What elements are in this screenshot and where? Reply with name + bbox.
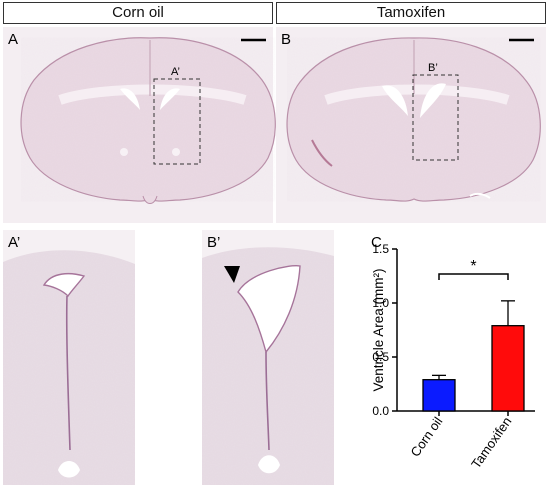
panel-a-white-matter [58,84,247,105]
panel-a-inset-box [153,78,201,165]
bar-tamoxifen [491,325,525,412]
header-tamoxifen: Tamoxifen [276,2,546,24]
significance-marker: * [470,258,476,275]
bar-corn-oil [422,379,456,412]
panel-a-prime-midline [65,295,71,451]
panel-b-prime-ventricle [237,265,301,354]
panel-a-ventral-tissue [142,195,158,204]
panel-a-prime-ventricle [42,272,86,298]
panel-a-prime-structure [58,461,80,478]
header-corn-oil: Corn oil [3,2,273,24]
panel-a-texture [21,37,276,202]
panel-b-prime-structure [258,455,280,474]
panel-b-section-fold [311,139,333,167]
panel-c-label: C [371,234,382,251]
y-axis-label: Ventricle Area (mm²) [371,268,386,391]
panel-b-ventricle-right [420,83,446,118]
panel-b-prime: B’ [202,230,334,485]
panel-b-white-matter [324,84,510,105]
y-tick-label: 0.5 [372,350,389,364]
panel-a-ventricle-left [120,88,140,110]
panel-a-label: A [8,31,18,48]
panel-a-prime-texture [3,230,135,485]
bar-chart: 0.0 0.5 1.0 1.5 Ventricle Area (mm²) Corn oil… [371,242,535,471]
panel-b-prime-corpus-callosum [202,230,334,258]
panel-b: B’ B [276,27,546,223]
x-tick-label: Corn oil [407,414,445,459]
black-triangle-arrowhead-icon [224,266,240,283]
panel-b-prime-label: B’ [207,234,220,251]
panel-b-inset-label: B’ [428,62,438,74]
panel-a-prime: A’ [3,230,135,485]
panel-b-inset-box [412,74,459,161]
y-tick-label: 1.0 [372,296,389,310]
x-tick-label: Tamoxifen [468,414,514,471]
significance-bracket [438,273,509,280]
y-tick-label: 0.0 [372,404,389,418]
panel-a-structure [120,148,128,156]
panel-b-section-tear [469,192,491,199]
panel-b-prime-texture [202,230,334,485]
panel-b-texture [287,37,541,202]
panel-a-ventricle-right [160,88,180,110]
panel-b-label: B [281,31,291,48]
y-tick-label: 1.5 [372,242,389,256]
panel-a-structure [172,148,180,156]
panel-b-ventricle-left [382,85,408,116]
panel-c-chart: C 0.0 0.5 1.0 1.5 Ventricle Area (mm²) Corn o… [371,234,535,471]
panel-b-prime-midline [265,351,270,451]
panel-a-prime-label: A’ [8,234,20,251]
panel-a-prime-corpus-callosum [3,230,135,264]
panel-a: A’ A [3,27,276,223]
panel-a-inset-label: A’ [171,66,180,78]
